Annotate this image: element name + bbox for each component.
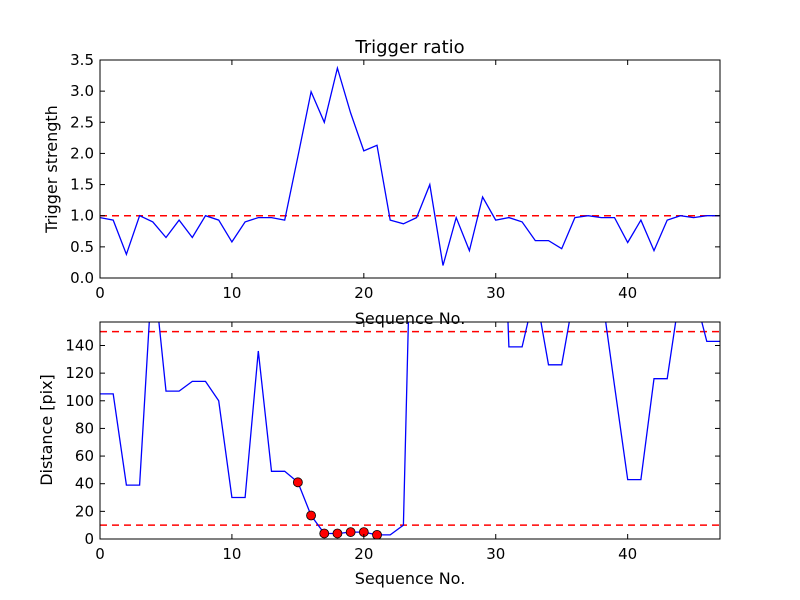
x-tick-label: 10 xyxy=(222,545,241,563)
axes-frame xyxy=(99,59,721,279)
x-tick-label: 0 xyxy=(95,545,105,563)
plot-area xyxy=(100,65,720,266)
x-tick-label: 30 xyxy=(486,545,505,563)
y-tick-label: 2.0 xyxy=(70,144,94,162)
data-point-marker xyxy=(372,529,382,539)
data-point-marker xyxy=(319,528,330,539)
y-tick-label: 140 xyxy=(65,336,94,354)
bottom-axes: Sequence No. Distance [pix] 0 10 20 30 40 0 20… xyxy=(37,321,721,588)
top-axes: Trigger ratio Sequence No. Trigger stren… xyxy=(42,37,721,328)
y-axis-label: Distance [pix] xyxy=(37,374,56,486)
data-point-marker xyxy=(345,527,356,537)
x-axis-label: Sequence No. xyxy=(355,309,466,328)
y-tick-label: 40 xyxy=(75,475,94,493)
y-axis-label: Trigger strength xyxy=(42,105,61,234)
x-tick-label: 40 xyxy=(618,284,637,302)
x-tick-label: 30 xyxy=(486,284,505,302)
plot-area xyxy=(100,322,720,539)
y-tick-label: 20 xyxy=(75,502,94,520)
x-axis-label: Sequence No. xyxy=(355,569,466,588)
y-tick-label: 3.5 xyxy=(70,51,94,69)
chart-title: Trigger ratio xyxy=(354,37,464,58)
y-tick-label: 100 xyxy=(65,392,94,410)
data-point-marker xyxy=(332,528,343,539)
y-tick-label: 0.0 xyxy=(70,269,94,287)
series-line xyxy=(100,65,720,266)
y-tick-label: 80 xyxy=(75,419,94,437)
x-tick-label: 0 xyxy=(95,284,105,302)
x-tick-label: 10 xyxy=(222,284,241,302)
axes-frame xyxy=(99,321,721,540)
y-tick-label: 0.5 xyxy=(70,238,94,256)
selected-series xyxy=(298,482,377,535)
y-tick-label: 60 xyxy=(75,447,94,465)
x-tick-label: 20 xyxy=(354,545,373,563)
data-point-marker xyxy=(306,510,316,521)
data-point-marker xyxy=(292,477,303,488)
y-tick-label: 3.0 xyxy=(70,82,94,100)
y-tick-label: 2.5 xyxy=(70,113,94,131)
series-line xyxy=(100,322,720,536)
y-tick-label: 1.5 xyxy=(70,176,94,194)
y-tick-label: 120 xyxy=(65,364,94,382)
y-tick-label: 0 xyxy=(84,530,94,548)
y-tick-label: 1.0 xyxy=(70,207,94,225)
x-tick-label: 20 xyxy=(354,284,373,302)
x-tick-label: 40 xyxy=(618,545,637,563)
